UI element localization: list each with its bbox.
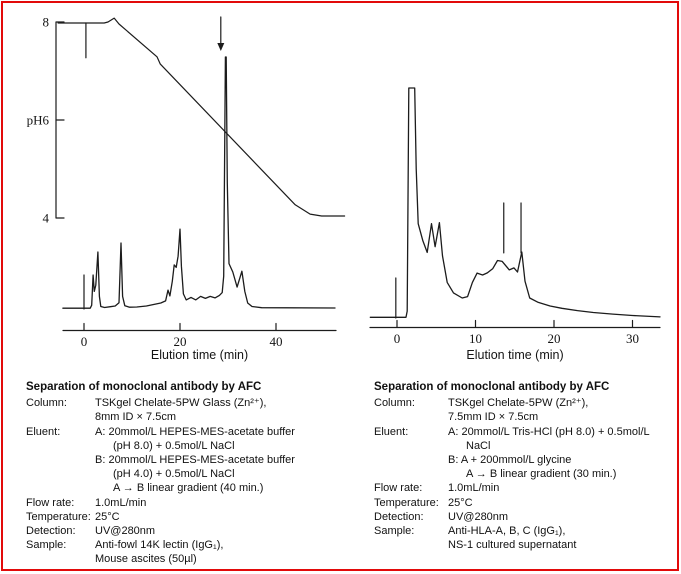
spec-value: 25°C	[448, 496, 674, 510]
uv-trace	[369, 87, 661, 318]
spec-value: TSKgel Chelate-5PW (Zn²⁺), 7.5mm ID × 7.5…	[448, 396, 674, 424]
spec-row: Column: TSKgel Chelate-5PW (Zn²⁺), 7.5mm I…	[374, 396, 674, 424]
right-chromatogram: 0 10 20 30 Elution time (min)	[369, 87, 661, 362]
spec-value-line: 25°C	[448, 496, 473, 509]
spec-value-line: B: A + 200mmol/L glycine	[448, 454, 572, 467]
x-tick-label: 20	[548, 331, 561, 346]
x-tick-label: 0	[394, 331, 401, 346]
ph-tick-label: pH6	[27, 113, 50, 128]
spec-value-line: UV@280nm	[95, 525, 156, 538]
spec-value-line: (pH 4.0) + 0.5mol/L NaCl	[113, 468, 235, 481]
spec-row: Column: TSKgel Chelate-5PW Glass (Zn²⁺), 8…	[26, 396, 360, 424]
ph-tick-label: 8	[43, 15, 50, 30]
spec-row: Sample: Anti-HLA-A, B, C (IgG₁), NS-1 cult…	[374, 524, 674, 552]
spec-value-line: TSKgel Chelate-5PW Glass (Zn²⁺),	[95, 397, 267, 410]
spec-label: Detection:	[26, 525, 76, 538]
spec-row: Flow rate: 1.0mL/min	[26, 496, 360, 510]
right-caption-rows: Column: TSKgel Chelate-5PW (Zn²⁺), 7.5mm I…	[374, 396, 674, 552]
spec-value-line: Anti-fowl 14K lectin (IgG₁),	[95, 539, 224, 552]
x-tick-label: 30	[626, 331, 639, 346]
spec-label: Eluent:	[374, 425, 409, 438]
left-caption-rows: Column: TSKgel Chelate-5PW Glass (Zn²⁺), 8…	[26, 396, 360, 566]
spec-row: Eluent: A: 20mmol/L HEPES-MES-acetate buf…	[26, 425, 360, 496]
left-caption-title: Separation of monoclonal antibody by AFC	[26, 381, 262, 393]
spec-value: 1.0mL/min	[448, 481, 674, 495]
ph-gradient-trace	[57, 17, 346, 217]
spec-value-line: (pH 8.0) + 0.5mol/L NaCl	[113, 439, 235, 452]
left-chromatogram: 0 20 40 Elution time (min) 8 pH6 4	[27, 15, 346, 362]
spec-label: Temperature:	[26, 510, 91, 523]
left-caption: Separation of monoclonal antibody by AFC…	[26, 380, 360, 567]
spec-value-line: 25°C	[95, 510, 120, 523]
spec-row: Detection: UV@280nm	[26, 524, 360, 538]
spec-row: Temperature: 25°C	[26, 510, 360, 524]
spec-value-line: B: 20mmol/L HEPES-MES-acetate buffer	[95, 454, 295, 467]
spec-label: Eluent:	[26, 425, 61, 438]
spec-value: UV@280nm	[95, 524, 360, 538]
ph-tick-label: 4	[43, 211, 50, 226]
spec-row: Detection: UV@280nm	[374, 510, 674, 524]
spec-value-line: 1.0mL/min	[95, 496, 147, 509]
x-tick-label: 40	[270, 334, 283, 349]
spec-value-line: A: 20mmol/L Tris-HCl (pH 8.0) + 0.5mol/L	[448, 425, 650, 438]
spec-value-line: UV@280nm	[448, 510, 509, 523]
spec-row: Temperature: 25°C	[374, 496, 674, 510]
spec-value: TSKgel Chelate-5PW Glass (Zn²⁺), 8mm ID ×…	[95, 396, 360, 424]
spec-value-line: 7.5mm ID × 7.5cm	[448, 411, 539, 424]
spec-row: Eluent: A: 20mmol/L Tris-HCl (pH 8.0) + 0…	[374, 425, 674, 482]
peak-arrow-head	[217, 43, 225, 51]
spec-value-line: A → B linear gradient (40 min.)	[113, 482, 264, 495]
spec-value-line: 8mm ID × 7.5cm	[95, 411, 176, 424]
spec-label: Column:	[26, 397, 67, 410]
right-caption: Separation of monoclonal antibody by AFC…	[374, 380, 674, 552]
spec-value-line: NS-1 cultured supernatant	[448, 539, 577, 552]
spec-label: Temperature:	[374, 496, 439, 509]
spec-value: A: 20mmol/L Tris-HCl (pH 8.0) + 0.5mol/L…	[448, 425, 674, 482]
x-tick-label: 0	[81, 334, 88, 349]
spec-value: Anti-HLA-A, B, C (IgG₁), NS-1 cultured su…	[448, 524, 674, 552]
x-tick-label: 20	[174, 334, 187, 349]
spec-value: Anti-fowl 14K lectin (IgG₁), Mouse ascite…	[95, 538, 360, 566]
spec-label: Flow rate:	[26, 496, 75, 509]
x-tick-label: 10	[469, 331, 482, 346]
spec-value-line: A → B linear gradient (30 min.)	[466, 468, 617, 481]
spec-label: Sample:	[374, 525, 415, 538]
spec-value: UV@280nm	[448, 510, 674, 524]
spec-label: Sample:	[26, 539, 67, 552]
spec-value: A: 20mmol/L HEPES-MES-acetate buffer (pH …	[95, 425, 360, 496]
spec-value: 25°C	[95, 510, 360, 524]
right-caption-title: Separation of monoclonal antibody by AFC	[374, 381, 610, 393]
x-axis-title: Elution time (min)	[466, 348, 563, 362]
spec-value-line: Anti-HLA-A, B, C (IgG₁),	[448, 525, 566, 538]
spec-row: Flow rate: 1.0mL/min	[374, 481, 674, 495]
uv-trace	[62, 56, 336, 309]
spec-value: 1.0mL/min	[95, 496, 360, 510]
spec-value-line: TSKgel Chelate-5PW (Zn²⁺),	[448, 397, 589, 410]
spec-value-line: NaCl	[466, 439, 491, 452]
spec-value-line: Mouse ascites (50µl)	[95, 553, 197, 566]
spec-row: Sample: Anti-fowl 14K lectin (IgG₁), Mouse…	[26, 538, 360, 566]
spec-label: Detection:	[374, 510, 424, 523]
spec-label: Column:	[374, 397, 415, 410]
x-axis-title: Elution time (min)	[151, 348, 248, 362]
spec-value-line: A: 20mmol/L HEPES-MES-acetate buffer	[95, 425, 295, 438]
spec-label: Flow rate:	[374, 482, 423, 495]
spec-value-line: 1.0mL/min	[448, 482, 500, 495]
